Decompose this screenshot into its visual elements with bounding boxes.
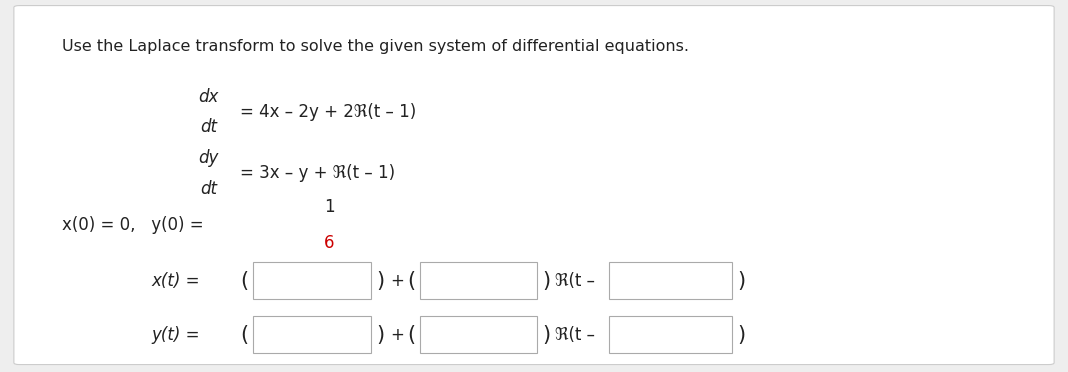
Text: x(t) =: x(t) = (152, 272, 205, 290)
Text: (: ( (407, 325, 415, 345)
Text: +: + (390, 272, 404, 290)
Text: ): ) (737, 325, 745, 345)
Text: dx: dx (198, 88, 219, 106)
Text: ): ) (376, 325, 384, 345)
Text: ): ) (543, 271, 551, 291)
Text: 1: 1 (324, 198, 334, 216)
Text: dt: dt (200, 118, 217, 136)
Text: ): ) (737, 271, 745, 291)
Text: ): ) (543, 325, 551, 345)
Text: ): ) (376, 271, 384, 291)
Text: Use the Laplace transform to solve the given system of differential equations.: Use the Laplace transform to solve the g… (62, 39, 689, 54)
Text: y(t) =: y(t) = (152, 326, 205, 344)
Text: (: ( (407, 271, 415, 291)
Text: = 3x – y + ℜ(t – 1): = 3x – y + ℜ(t – 1) (240, 164, 395, 182)
Text: ℜ(t –: ℜ(t – (555, 326, 595, 344)
Text: 6: 6 (324, 234, 334, 252)
Text: = 4x – 2y + 2ℜ(t – 1): = 4x – 2y + 2ℜ(t – 1) (240, 103, 417, 121)
Text: x(0) = 0,   y(0) =: x(0) = 0, y(0) = (62, 216, 209, 234)
Text: +: + (390, 326, 404, 344)
Text: (: ( (240, 271, 249, 291)
Text: (: ( (240, 325, 249, 345)
Text: dy: dy (198, 149, 219, 167)
Text: ℜ(t –: ℜ(t – (555, 272, 595, 290)
Text: dt: dt (200, 180, 217, 198)
